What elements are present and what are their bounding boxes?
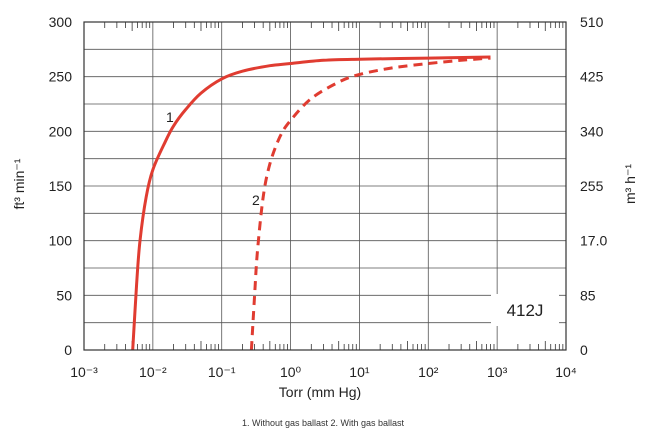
- curves: [131, 55, 491, 351]
- y-right-tick-labels: 0 85 17.0 255 340 425 510: [580, 14, 607, 358]
- x-axis-title: Torr (mm Hg): [279, 384, 361, 400]
- x-tick-label: 10⁴: [555, 364, 577, 380]
- y-left-tick-label: 50: [56, 287, 72, 303]
- y-right-tick-label: 425: [580, 69, 604, 85]
- x-tick-labels: 10⁻³ 10⁻² 10⁻¹ 10⁰ 10¹ 10² 10³ 10⁴: [70, 364, 577, 380]
- model-label-box: 412J: [491, 294, 559, 326]
- y-right-tick-label: 17.0: [580, 233, 607, 249]
- y-right-tick-label: 0: [580, 342, 588, 358]
- y-left-tick-label: 0: [64, 342, 72, 358]
- series-1-line: [131, 55, 491, 351]
- series-2-line: [249, 56, 491, 351]
- x-tick-label: 10⁻³: [70, 364, 98, 380]
- y-right-tick-label: 340: [580, 123, 604, 139]
- y-right-tick-label: 255: [580, 178, 604, 194]
- plot-frame: [83, 21, 567, 351]
- curve-label-1: 1: [166, 109, 174, 125]
- y-left-tick-label: 250: [49, 69, 73, 85]
- x-tick-label: 10⁻²: [139, 364, 167, 380]
- y-right-tick-label: 85: [580, 287, 596, 303]
- y-left-tick-label: 150: [49, 178, 73, 194]
- y-left-tick-label: 300: [49, 14, 73, 30]
- x-tick-label: 10⁻¹: [208, 364, 236, 380]
- curve-label-2: 2: [252, 192, 260, 208]
- x-tick-label: 10⁰: [280, 364, 302, 380]
- y-left-tick-label: 100: [49, 233, 73, 249]
- y-right-axis-title: m³ h⁻¹: [622, 164, 638, 204]
- y-left-tick-labels: 0 50 100 150 200 250 300: [49, 14, 73, 358]
- x-tick-label: 10¹: [349, 364, 370, 380]
- y-left-axis-title: ft³ min⁻¹: [11, 158, 27, 209]
- minor-ticks: [104, 22, 564, 350]
- model-label: 412J: [507, 301, 544, 320]
- x-tick-label: 10³: [487, 364, 508, 380]
- chart-caption: 1. Without gas ballast 2. With gas balla…: [241, 418, 405, 428]
- x-tick-label: 10²: [418, 364, 439, 380]
- y-right-tick-label: 510: [580, 14, 604, 30]
- y-left-tick-label: 200: [49, 123, 73, 139]
